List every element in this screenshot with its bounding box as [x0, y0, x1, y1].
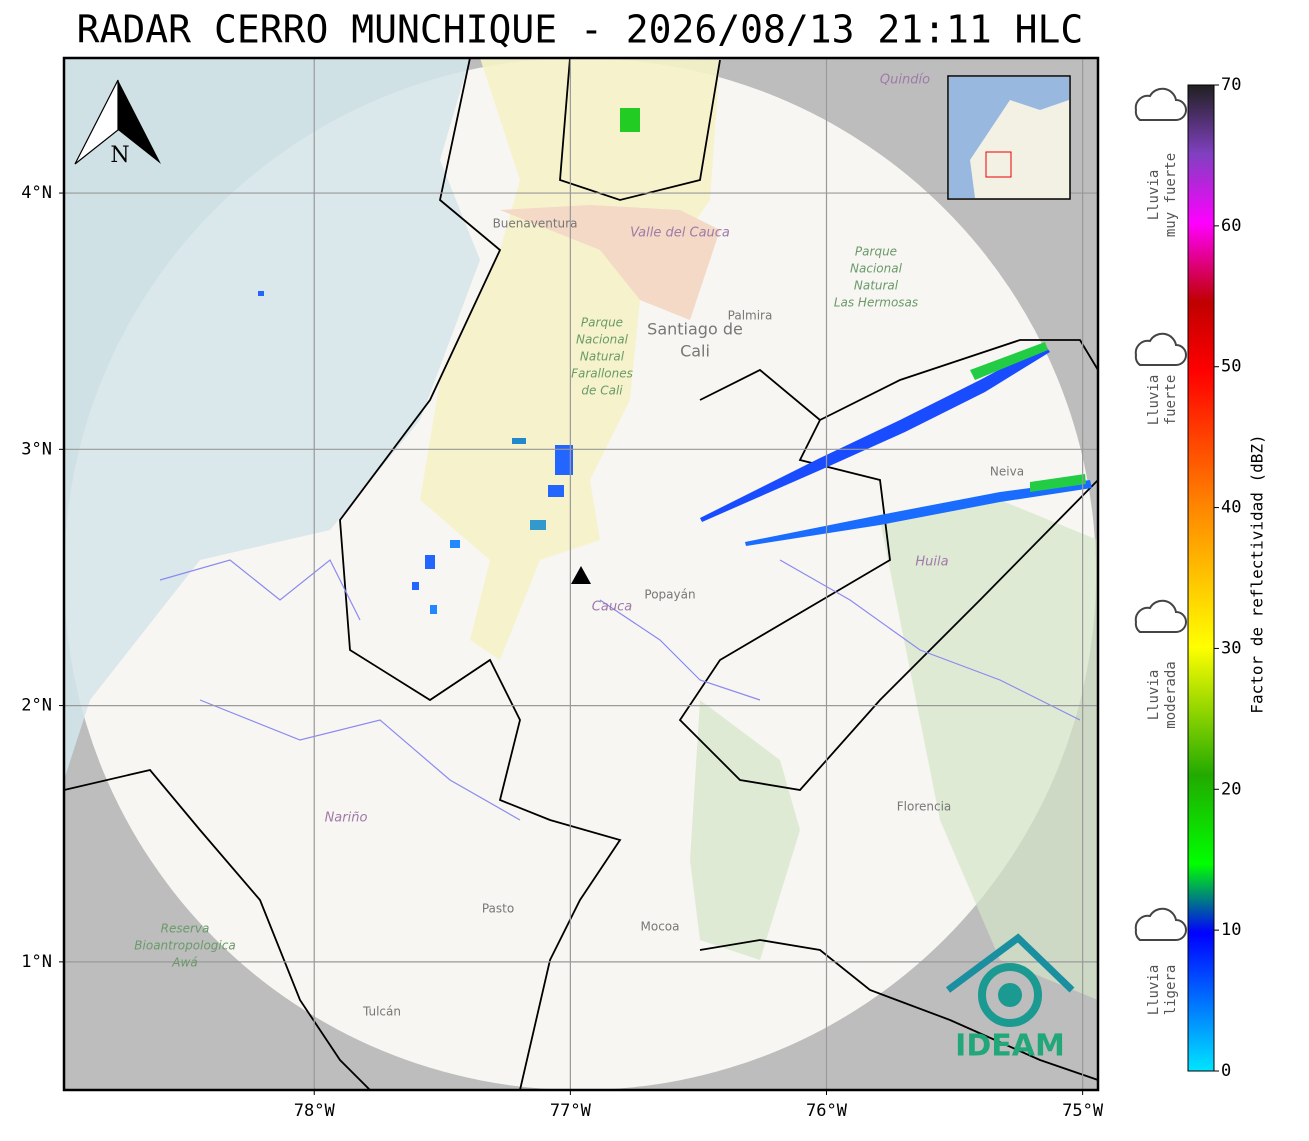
place-label: Parque: [581, 316, 623, 330]
title: RADAR CERRO MUNCHIQUE - 2026/08/13 21:11…: [77, 8, 1084, 52]
radar-echoes: [258, 108, 1092, 614]
place-label: Awá: [171, 956, 197, 970]
legend-label: ligera: [1163, 965, 1179, 1016]
north-label: N: [110, 143, 129, 168]
place-label: Las Hermosas: [834, 296, 918, 310]
place-label: Reserva: [161, 922, 210, 936]
legend-icon: [1134, 907, 1187, 941]
borders: [64, 58, 1098, 1090]
place-label: Quindío: [880, 73, 930, 88]
colorbar-ticks: 0 10 20 30 40 50 60 70: [1214, 75, 1241, 1081]
place-label: Neiva: [990, 465, 1024, 479]
ocean-in-coverage: [64, 58, 480, 780]
place-label: Farallones: [571, 367, 633, 381]
place-label: Palmira: [728, 309, 773, 323]
legend-label: muy fuerte: [1163, 153, 1179, 237]
place-label: Tulcán: [362, 1005, 401, 1019]
place-label: Nacional: [576, 333, 629, 347]
colorbar-tick-label: 60: [1221, 216, 1241, 236]
rivers: [159, 559, 1081, 821]
colorbar-tick-label: 20: [1221, 779, 1241, 799]
lat-tick-label: 3°N: [21, 439, 52, 459]
lat-tick-label: 2°N: [21, 696, 52, 716]
legend-label: Lluvia: [1146, 170, 1162, 221]
grid: [64, 58, 1098, 1090]
place-label: Buenaventura: [493, 217, 578, 231]
lat-tick-label: 4°N: [21, 183, 52, 203]
region-valle: [500, 205, 720, 320]
axes: 78°W 77°W 76°W 75°W 4°N 3°N 2°N 1°N: [21, 183, 1104, 1121]
logo: IDEAM: [945, 933, 1075, 1064]
logo-text: IDEAM: [955, 1029, 1065, 1064]
colorbar-tick-label: 30: [1221, 638, 1241, 658]
colorbar-tick-label: 10: [1221, 920, 1241, 940]
lon-tick-label: 78°W: [294, 1101, 336, 1121]
north-arrow: N: [74, 79, 161, 168]
place-label: Popayán: [644, 588, 695, 602]
place-label: Parque: [855, 245, 897, 259]
place-label: Cali: [680, 342, 710, 361]
colorbar-tick-label: 40: [1221, 498, 1241, 518]
lon-tick-label: 76°W: [806, 1101, 848, 1121]
radar-site: [571, 566, 591, 584]
legend-label: Lluvia: [1146, 965, 1162, 1016]
place-label: Bioantropologica: [134, 939, 235, 953]
inset-map: [947, 75, 1071, 200]
map-frame: [62, 56, 1100, 1092]
lon-tick-label: 75°W: [1062, 1101, 1104, 1121]
lat-tick-label: 1°N: [21, 952, 52, 972]
place-label: Nariño: [325, 811, 368, 826]
legend-label: Lluvia: [1146, 375, 1162, 426]
legend-icon: [1134, 599, 1187, 633]
legend-label: fuerte: [1163, 375, 1179, 426]
place-label: Valle del Cauca: [630, 226, 730, 241]
place-label: Nacional: [850, 262, 903, 276]
legend-label: moderada: [1163, 661, 1179, 728]
place-label: de Cali: [581, 384, 623, 398]
legend-icon: [1134, 332, 1187, 366]
place-label: Mocoa: [641, 920, 680, 934]
place-label: Cauca: [592, 600, 632, 615]
legend-icon: [1134, 87, 1187, 121]
place-label: Pasto: [482, 902, 514, 916]
place-label: Natural: [854, 279, 899, 293]
legend-label: Lluvia: [1146, 670, 1162, 721]
lon-tick-label: 77°W: [550, 1101, 592, 1121]
colorbar-tick-label: 50: [1221, 357, 1241, 377]
map: Buenaventura Valle del Cauca Palmira San…: [64, 58, 1098, 1090]
colorbar: [1187, 84, 1215, 1072]
place-label: Huila: [915, 555, 948, 570]
place-label: Florencia: [897, 800, 952, 814]
place-label: Natural: [580, 350, 625, 364]
colorbar-tick-label: 70: [1221, 75, 1241, 95]
colorbar-tick-label: 0: [1221, 1061, 1231, 1081]
forest: [690, 500, 1098, 1000]
place-label: Santiago de: [647, 320, 743, 339]
colorbar-label: Factor de reflectividad (dBZ): [1248, 434, 1267, 713]
